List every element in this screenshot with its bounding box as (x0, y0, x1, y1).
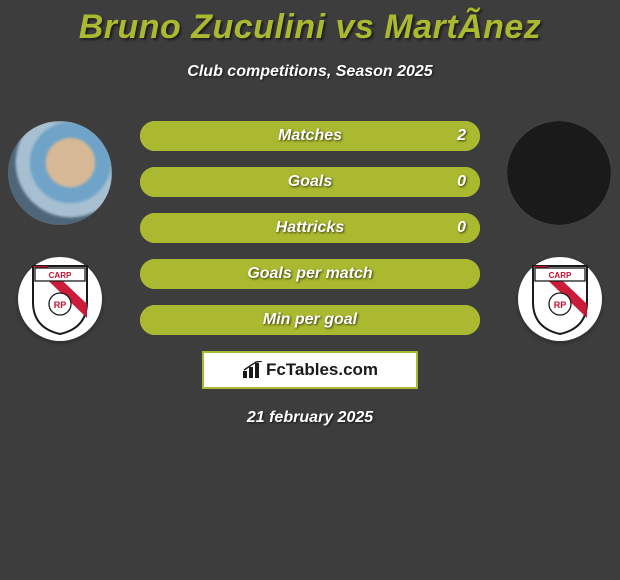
stat-bar: Min per goal (140, 305, 480, 335)
bar-value: 0 (457, 167, 466, 197)
comparison-panel: CARP RP CARP RP Matches2Goals0Hattricks0… (0, 121, 620, 427)
svg-text:RP: RP (54, 300, 67, 310)
svg-text:RP: RP (554, 300, 567, 310)
bar-label: Hattricks (140, 213, 480, 243)
footer-date: 21 february 2025 (0, 409, 620, 427)
brand-text: FcTables.com (266, 360, 378, 380)
svg-text:CARP: CARP (49, 271, 72, 280)
svg-text:CARP: CARP (549, 271, 572, 280)
stat-bar: Goals0 (140, 167, 480, 197)
bar-value: 2 (457, 121, 466, 151)
club-crest-left: CARP RP (18, 257, 102, 341)
bar-value: 0 (457, 213, 466, 243)
bar-label: Goals (140, 167, 480, 197)
player-right-avatar (507, 121, 611, 225)
bar-label: Matches (140, 121, 480, 151)
page-subtitle: Club competitions, Season 2025 (0, 63, 620, 81)
brand-box: FcTables.com (202, 351, 418, 389)
bar-label: Goals per match (140, 259, 480, 289)
avatar-image-right (507, 121, 611, 225)
shield-icon: CARP RP (529, 262, 591, 336)
shield-icon: CARP RP (29, 262, 91, 336)
avatar-image-left (8, 121, 112, 225)
bar-label: Min per goal (140, 305, 480, 335)
stat-bars: Matches2Goals0Hattricks0Goals per matchM… (140, 121, 480, 335)
page-title: Bruno Zuculini vs MartÃnez (0, 0, 620, 47)
club-crest-right: CARP RP (518, 257, 602, 341)
bar-chart-icon (242, 361, 264, 379)
stat-bar: Hattricks0 (140, 213, 480, 243)
stat-bar: Goals per match (140, 259, 480, 289)
stat-bar: Matches2 (140, 121, 480, 151)
player-left-avatar (8, 121, 112, 225)
